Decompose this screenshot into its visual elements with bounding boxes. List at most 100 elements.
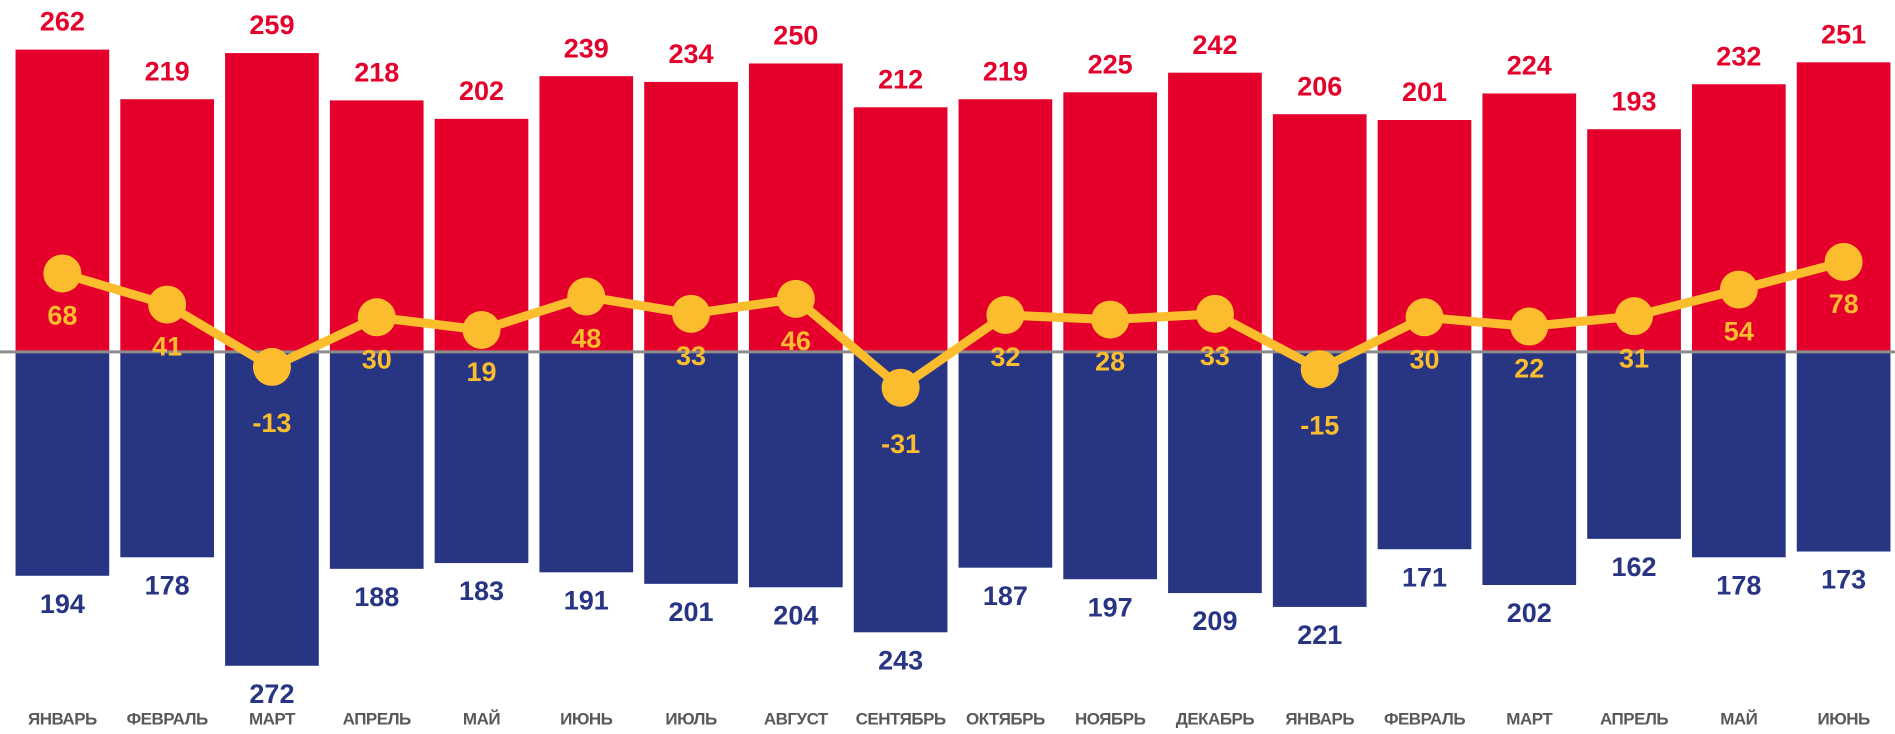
data-label: -31 [881,429,920,459]
x-tick-label: ИЮНЬ [560,709,613,728]
line-point [1300,350,1339,389]
data-label: 272 [249,679,294,709]
data-label: 171 [1402,562,1447,592]
bar [1796,62,1891,352]
bar [1587,351,1681,539]
x-tick-label: АПРЕЛЬ [343,709,411,728]
data-label: 212 [878,64,923,94]
x-tick-label: МАРТ [249,709,296,728]
data-label: -15 [1300,410,1339,440]
bar [225,351,319,666]
data-label: 259 [249,10,294,40]
data-label: 224 [1507,51,1552,81]
x-tick-label: АВГУСТ [764,709,829,728]
data-label: 251 [1821,19,1866,49]
line-point [567,277,606,316]
data-label: 193 [1612,86,1657,116]
bar [1482,351,1577,585]
data-label: 202 [1507,598,1552,628]
line-point [148,285,187,324]
data-label: 262 [40,7,85,37]
x-tick-label: СЕНТЯБРЬ [856,709,946,728]
bar [1796,351,1891,552]
data-label: 204 [773,600,818,630]
data-label: 31 [1619,343,1649,373]
data-label: 242 [1192,30,1237,60]
data-label: 32 [990,342,1020,372]
line-point [43,254,82,293]
x-tick-label: ЯНВАРЬ [28,709,97,728]
bar [958,351,1053,568]
data-label: 178 [1716,570,1761,600]
line-point [672,294,711,333]
data-label: -13 [252,408,291,438]
x-tick-label: МАЙ [463,709,500,728]
data-label: 187 [983,581,1028,611]
bar [1168,351,1262,594]
data-label: 78 [1829,289,1859,319]
x-tick-label: ДЕКАБРЬ [1176,709,1255,728]
data-label: 194 [40,589,85,619]
data-label: 218 [354,58,399,88]
data-label: 33 [676,341,706,371]
data-label: 201 [669,597,714,627]
x-tick-label: АПРЕЛЬ [1600,709,1668,728]
data-label: 239 [564,33,609,63]
x-tick-label: ФЕВРАЛЬ [1384,709,1465,728]
line-point [252,347,291,386]
data-label: 30 [1409,344,1439,374]
data-label: 28 [1095,347,1125,377]
data-label: 41 [152,332,182,362]
data-label: 209 [1192,606,1237,636]
data-label: 19 [466,357,496,387]
line [61,257,1845,393]
data-label: 48 [571,324,601,354]
bar [1377,351,1472,550]
data-label: 30 [362,344,392,374]
line-point [1824,242,1863,281]
line-point [1510,307,1549,346]
line-point [1719,270,1758,309]
line-point [1195,294,1234,333]
x-tick-label: ЯНВАРЬ [1285,709,1354,728]
data-label: 206 [1297,71,1342,101]
bar [644,351,738,584]
data-label: 54 [1724,317,1754,347]
line-point [1091,300,1130,339]
data-label: 173 [1821,565,1866,595]
bar [748,351,843,588]
data-label: 243 [878,645,923,675]
bar [539,351,634,573]
data-label: 219 [983,56,1028,86]
bar [1691,84,1786,352]
line-point [357,298,396,337]
data-label: 188 [354,582,399,612]
data-label: 183 [459,576,504,606]
data-label: 221 [1297,620,1342,650]
data-label: 197 [1088,592,1133,622]
bar [15,49,110,352]
bar [434,351,529,564]
data-label: 33 [1200,341,1230,371]
x-tick-label: ОКТЯБРЬ [966,709,1045,728]
data-label: 232 [1716,41,1761,71]
data-label: 225 [1088,49,1133,79]
bar [853,107,948,352]
data-label: 178 [145,570,190,600]
line-point [1615,297,1654,336]
line-point [1405,298,1444,337]
data-label: 202 [459,76,504,106]
data-label: 191 [564,585,609,615]
data-label: 219 [145,56,190,86]
bar [329,351,424,569]
bar [225,53,319,352]
line-point [986,296,1025,334]
bar [1272,351,1367,607]
data-label: 22 [1514,354,1544,384]
data-label: 234 [669,39,714,69]
bar [1691,351,1786,558]
data-label: 201 [1402,77,1447,107]
bar [1063,351,1158,580]
data-label: 250 [773,21,818,51]
